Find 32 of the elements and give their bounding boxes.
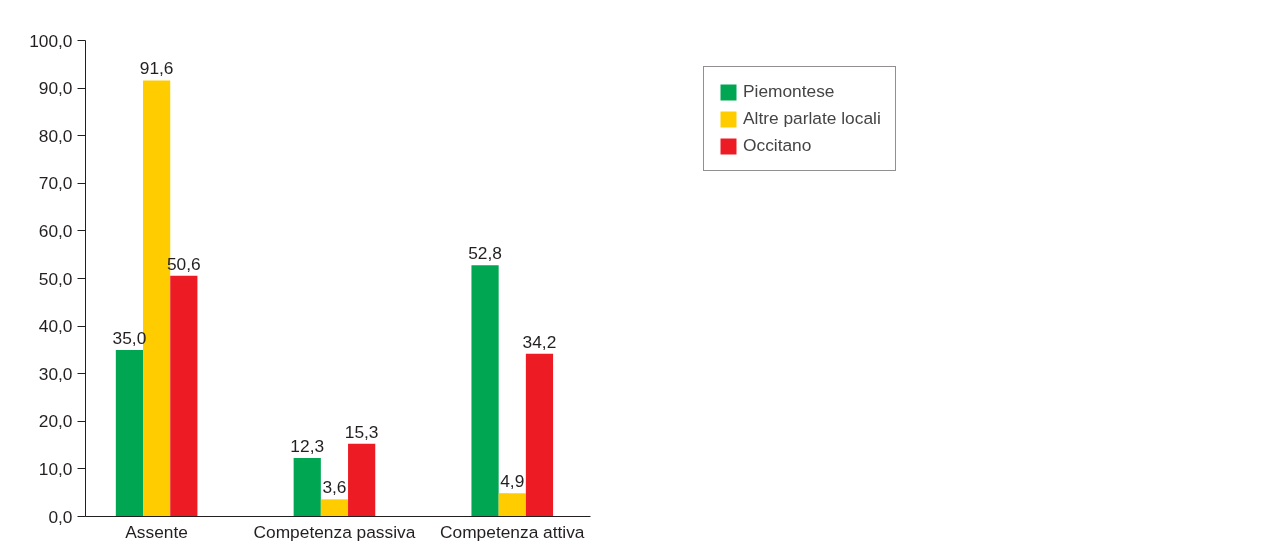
y-tick-label: 30,0 <box>38 363 73 384</box>
data-label: 91,6 <box>139 58 174 79</box>
y-tick-label: 10,0 <box>38 458 73 479</box>
data-label: 15,3 <box>344 421 379 442</box>
data-label: 3,6 <box>322 477 347 498</box>
y-tick-label: 100,0 <box>29 30 73 51</box>
bar <box>170 275 198 517</box>
legend-label: Occitano <box>743 135 812 156</box>
y-tick-label: 20,0 <box>38 411 73 432</box>
bar <box>471 265 499 517</box>
x-tick-label: Competenza attiva <box>440 521 585 542</box>
bar <box>115 349 144 517</box>
x-tick-label: Assente <box>125 521 188 542</box>
bar <box>320 499 349 517</box>
bar <box>525 353 554 517</box>
data-label: 52,8 <box>468 243 502 264</box>
bar <box>498 493 526 517</box>
legend-label: Piemontese <box>743 81 835 102</box>
data-label: 34,2 <box>522 331 557 352</box>
y-tick-label: 90,0 <box>38 78 73 99</box>
y-tick-label: 0,0 <box>48 506 73 527</box>
bar <box>293 457 321 517</box>
y-tick-label: 60,0 <box>38 220 73 241</box>
y-tick-label: 40,0 <box>38 316 73 337</box>
y-tick-label: 70,0 <box>38 173 73 194</box>
x-tick-label: Competenza passiva <box>253 521 416 542</box>
y-tick-label: 80,0 <box>38 125 73 146</box>
data-label: 4,9 <box>500 471 525 492</box>
y-tick-label: 50,0 <box>38 268 73 289</box>
data-label: 12,3 <box>290 435 325 456</box>
legend-label: Altre parlate locali <box>743 108 881 129</box>
bar <box>348 443 376 517</box>
